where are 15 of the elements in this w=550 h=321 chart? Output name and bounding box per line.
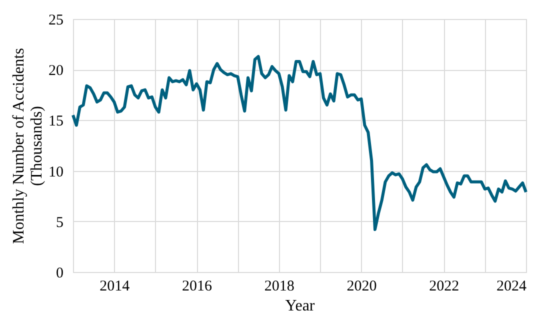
x-tick-label: 2014: [100, 278, 130, 294]
x-tick-label: 2022: [429, 278, 460, 294]
y-tick-label: 5: [56, 214, 64, 231]
y-tick-label: 20: [48, 63, 64, 80]
y-tick-label: 0: [56, 266, 64, 282]
x-tick-label: 2018: [264, 278, 294, 294]
x-tick-label: 2020: [346, 278, 377, 294]
x-tick-label: 2016: [182, 278, 213, 294]
y-tick-label: 10: [48, 164, 64, 180]
x-axis-title: Year: [285, 298, 316, 314]
x-tick-label: 2024: [496, 278, 527, 294]
y-tick-label: 15: [48, 114, 64, 130]
line-series: [72, 54, 528, 231]
y-tick-label: 25: [48, 12, 64, 28]
y-axis-title: Monthly Number of Accidents (Thousands): [10, 48, 46, 244]
